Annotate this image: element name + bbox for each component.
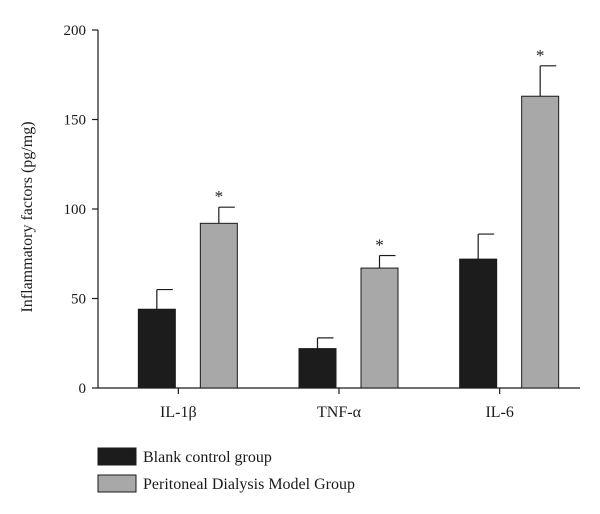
legend-swatch bbox=[97, 474, 137, 493]
bars: * * * bbox=[137, 46, 560, 389]
y-tick-label: 0 bbox=[79, 381, 87, 397]
y-tick-label: 150 bbox=[64, 113, 87, 129]
significance-mark: * bbox=[375, 236, 384, 255]
bar bbox=[521, 95, 560, 389]
y-tick-label: 200 bbox=[64, 23, 87, 39]
y-tick-label: 100 bbox=[64, 202, 87, 218]
y-tick-label: 50 bbox=[71, 292, 86, 308]
x-tick-label: TNF-α bbox=[317, 404, 362, 421]
bar bbox=[298, 348, 337, 389]
legend: Blank control group Peritoneal Dialysis M… bbox=[97, 447, 355, 493]
x-axis: IL-1β TNF-α IL-6 bbox=[98, 387, 580, 421]
significance-mark: * bbox=[536, 46, 545, 65]
legend-label: Blank control group bbox=[143, 449, 272, 466]
bar bbox=[137, 308, 176, 389]
y-axis: 0 50 100 150 200 bbox=[64, 23, 99, 397]
y-axis-title: Inflammatory factors (pg/mg) bbox=[19, 121, 36, 312]
legend-label: Peritoneal Dialysis Model Group bbox=[143, 476, 355, 493]
bar bbox=[360, 267, 399, 389]
significance-mark: * bbox=[215, 187, 224, 206]
x-tick-label: IL-1β bbox=[160, 404, 197, 421]
x-tick-label: IL-6 bbox=[485, 404, 513, 421]
legend-swatch bbox=[97, 447, 137, 466]
bar bbox=[199, 222, 238, 389]
y-axis-title-group: Inflammatory factors (pg/mg) bbox=[19, 121, 36, 312]
bar bbox=[459, 258, 498, 389]
